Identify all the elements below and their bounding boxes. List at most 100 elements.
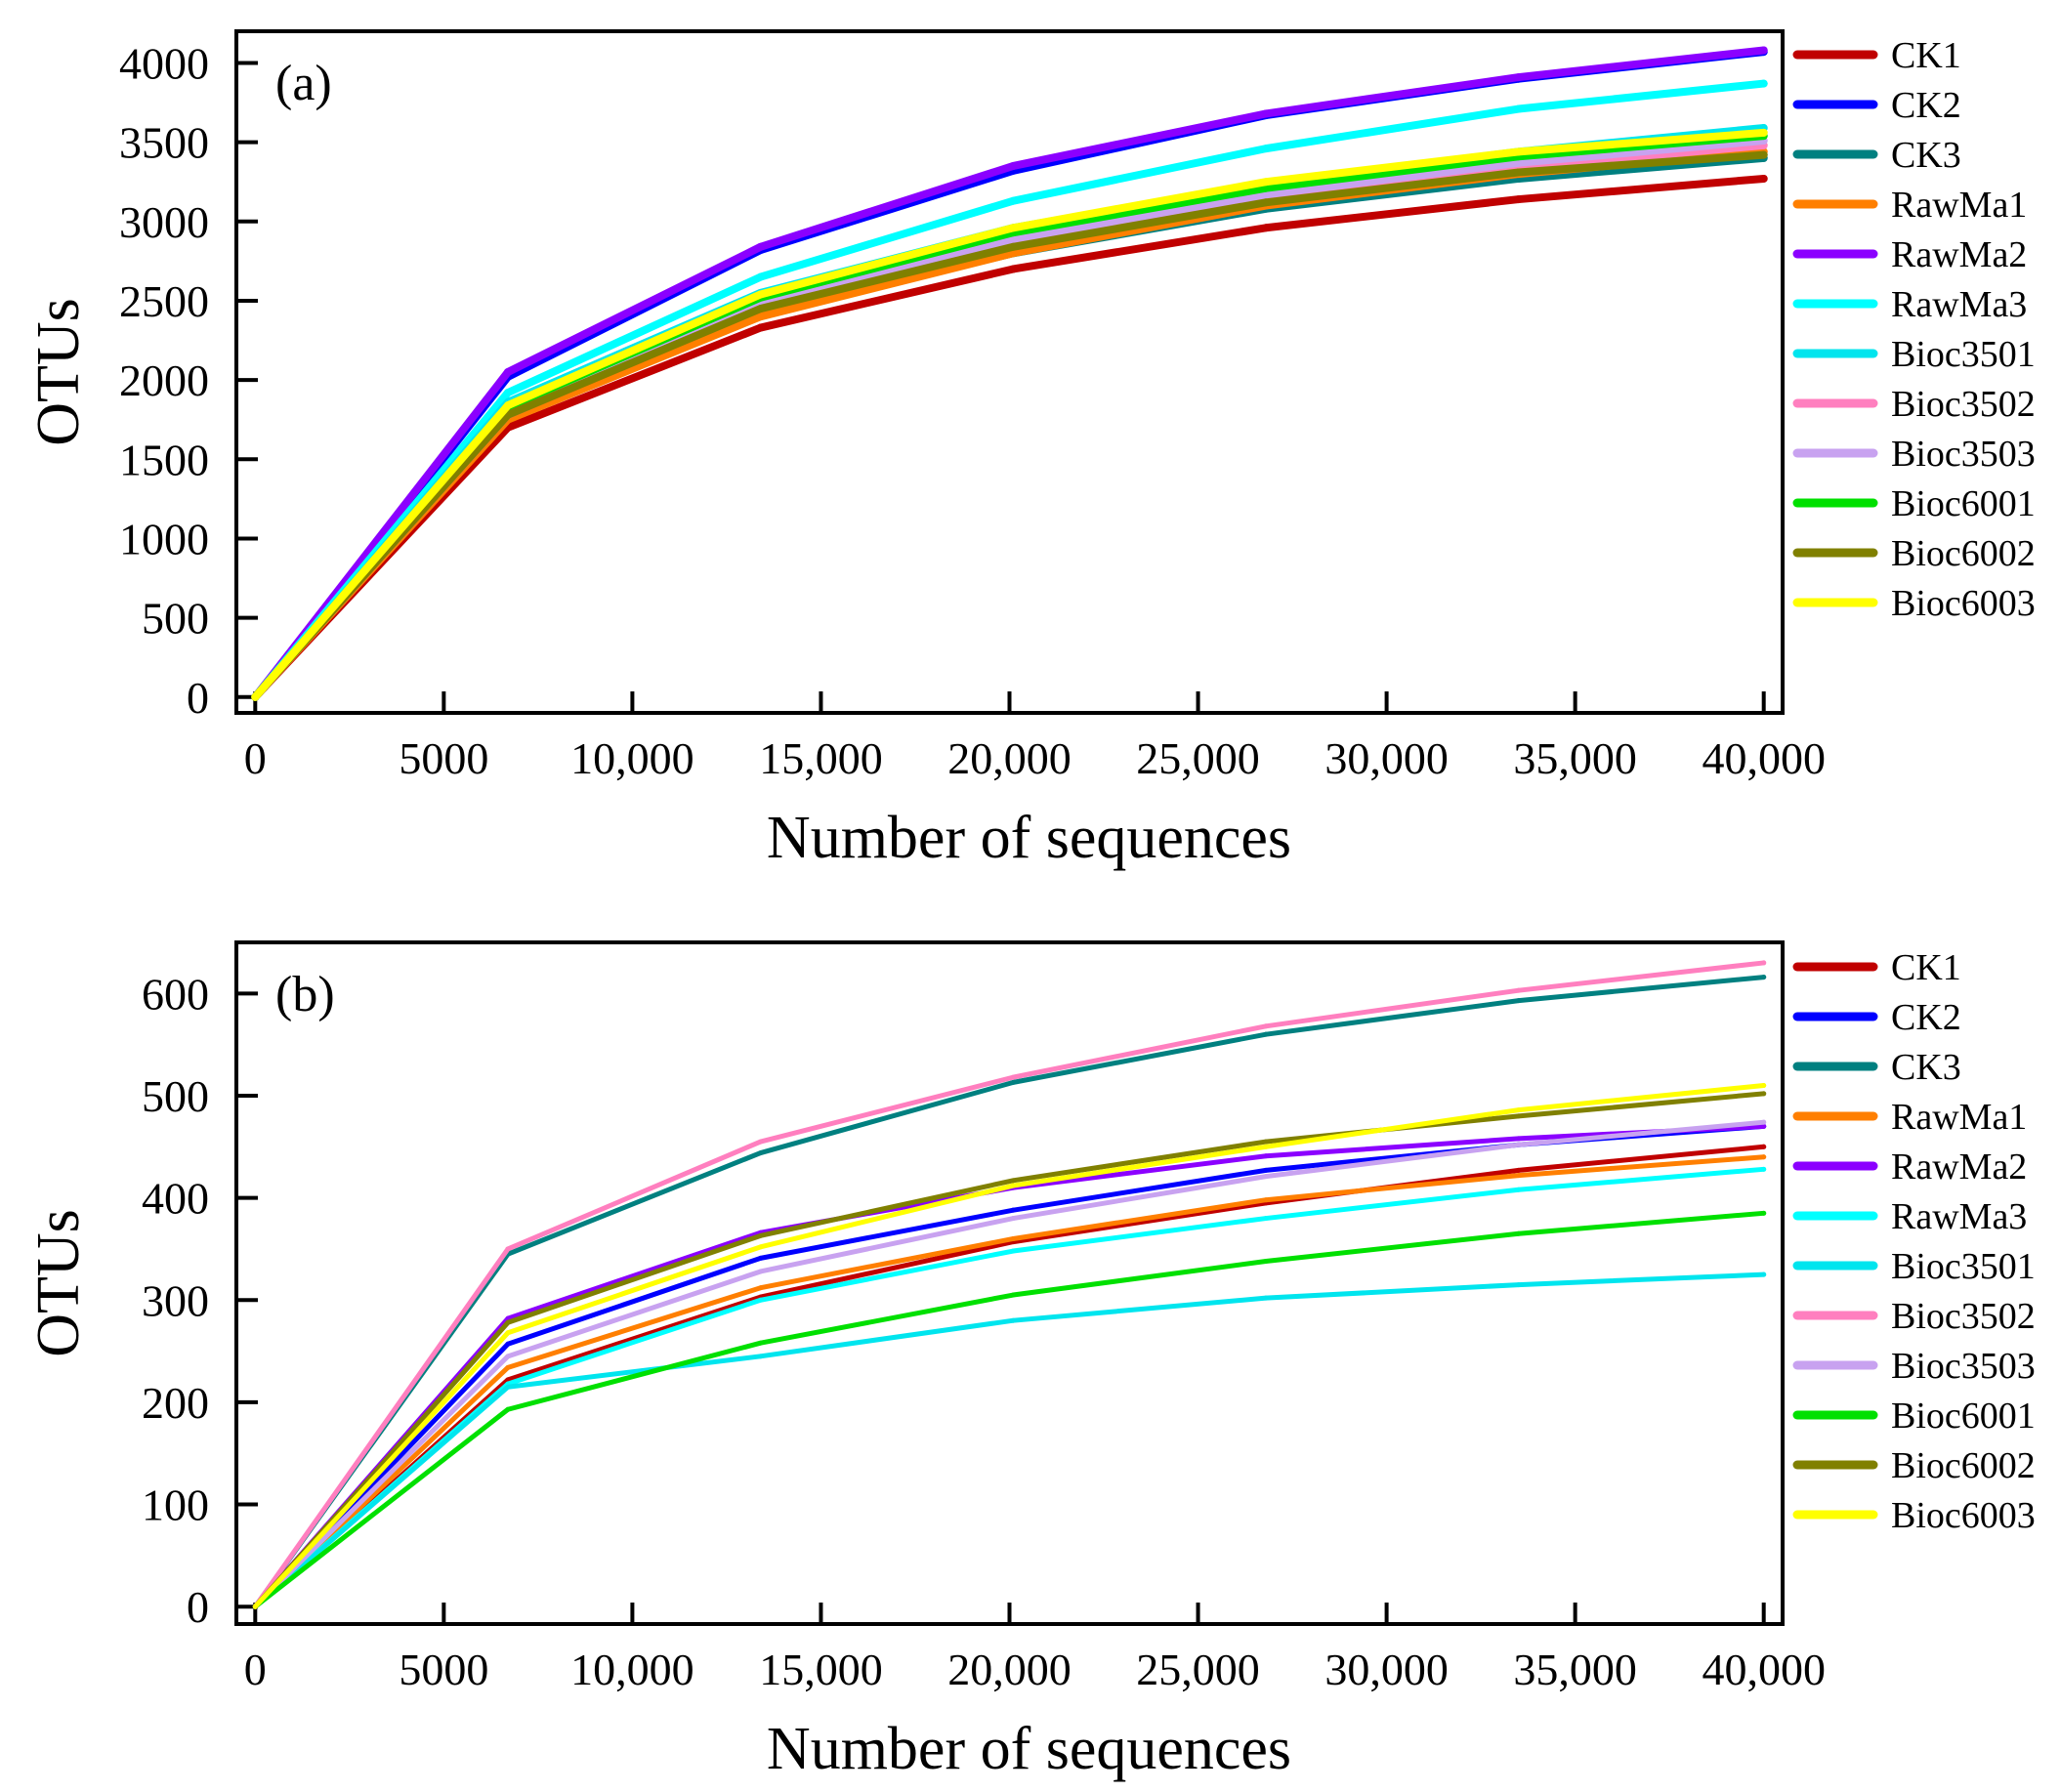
panel-a-series-rawma3-point xyxy=(1514,104,1523,113)
panel-b-legend-label-bioc3501: Bioc3501 xyxy=(1891,1246,2036,1287)
panel-b-x-tick-label: 30,000 xyxy=(1324,1645,1449,1694)
panel-b-y-tick-label: 600 xyxy=(142,969,209,1019)
panel-b-series-rawma3-point xyxy=(1010,1248,1016,1254)
panel-a-legend-label-bioc6002: Bioc6002 xyxy=(1891,533,2036,574)
panel-a-series-rawma3-point xyxy=(503,389,512,397)
panel-b-y-tick-label: 500 xyxy=(142,1071,209,1121)
panel-b-y-tick-label: 100 xyxy=(142,1480,209,1530)
panel-b-x-tick-label: 15,000 xyxy=(759,1645,883,1694)
panel-b-legend-label-bioc6001: Bioc6001 xyxy=(1891,1396,2036,1437)
panel-a-series-rawma3-point xyxy=(1262,145,1271,153)
panel-b-legend-label-bioc6002: Bioc6002 xyxy=(1891,1445,2036,1486)
panel-b-series-bioc3503-point xyxy=(758,1269,764,1274)
panel-a-y-tick-label: 4000 xyxy=(119,38,209,88)
panel-b-legend-label-ck1: CK1 xyxy=(1891,947,1961,988)
panel-b-series-rawma1-point xyxy=(1263,1197,1269,1203)
panel-b-series-rawma2-point xyxy=(1516,1136,1522,1142)
panel-a-series-rawma2-point xyxy=(756,242,765,251)
panel-b-series-ck1-line xyxy=(252,1144,1767,1609)
panel-b-legend-label-bioc3502: Bioc3502 xyxy=(1891,1296,2036,1337)
panel-b-x-tick-label: 0 xyxy=(244,1645,267,1694)
panel-a-legend-label-rawma1: RawMa1 xyxy=(1891,185,2027,226)
panel-a-series-bioc3503-point xyxy=(1514,158,1523,167)
panel-a-series-rawma3-point xyxy=(1759,79,1768,88)
panel-a-legend-label-ck3: CK3 xyxy=(1891,135,1961,176)
panel-a-series-bioc6002-point xyxy=(1514,168,1523,177)
panel-b-series-rawma3-point xyxy=(1516,1187,1522,1192)
panel-a-y-tick-label: 1500 xyxy=(119,435,209,484)
panel-b-legend-label-bioc3503: Bioc3503 xyxy=(1891,1346,2036,1387)
panel-a-x-tick-label: 15,000 xyxy=(759,733,883,783)
panel-a-panel-label: (a) xyxy=(275,56,332,111)
panel-b-legend: CK1 CK2 CK3 RawMa1 RawMa2 RawMa3 Bioc3501 Bioc3… xyxy=(1792,947,2036,1536)
panel-b-series-bioc3502-point xyxy=(505,1246,511,1252)
panel-a-series-rawma2-point xyxy=(1009,161,1018,170)
panel-b-series-bioc6003-point xyxy=(1010,1183,1016,1188)
panel-b-series-bioc3501-point xyxy=(505,1384,511,1390)
panel-b-x-tick-label: 25,000 xyxy=(1136,1645,1260,1694)
panel-b-series-bioc3501-point xyxy=(758,1354,764,1359)
panel-b-series-bioc6001-point xyxy=(1761,1210,1767,1216)
panel-b-series-ck3-point xyxy=(1263,1031,1269,1037)
panel-b-x-tick-label: 10,000 xyxy=(570,1645,694,1694)
panel-b-series-bioc6002-point xyxy=(1010,1178,1016,1184)
panel-b-series-rawma1-point xyxy=(758,1285,764,1291)
panel-a-series-rawma1-point xyxy=(756,313,765,321)
panel-b-series-rawma2-point xyxy=(1761,1123,1767,1129)
panel-a-legend-label-bioc3502: Bioc3502 xyxy=(1891,384,2036,425)
panel-a-plot-frame xyxy=(234,29,1785,715)
panel-a-y-tick-label: 500 xyxy=(142,594,209,644)
panel-b-series-bioc6003-point xyxy=(1516,1107,1522,1113)
panel-b-series-ck2-point xyxy=(505,1341,511,1347)
panel-a-y-tick-label: 2000 xyxy=(119,355,209,405)
panel-b-y-tick-label: 300 xyxy=(142,1275,209,1325)
panel-b-series-bioc3502-point xyxy=(1516,987,1522,993)
panel-b-series-bioc6002-point xyxy=(758,1232,764,1238)
panel-b-series-bioc3502-point xyxy=(758,1139,764,1145)
panel-a-series-ck1-point xyxy=(756,323,765,332)
panel-b-series-bioc3503-point xyxy=(1263,1174,1269,1180)
panel-b-series-bioc3503-point xyxy=(1516,1142,1522,1147)
panel-a-legend: CK1 CK2 CK3 RawMa1 RawMa2 RawMa3 Bioc3501 Bioc3… xyxy=(1792,35,2036,624)
panel-a-series-ck1-point xyxy=(1009,265,1018,273)
panel-b-series-bioc3501-point xyxy=(1516,1282,1522,1288)
panel-a-series-rawma2-point xyxy=(1262,109,1271,118)
panel-a-legend-label-bioc3503: Bioc3503 xyxy=(1891,434,2036,475)
panel-b-series-bioc6001-point xyxy=(1516,1230,1522,1236)
panel-a-legend-label-ck1: CK1 xyxy=(1891,35,1961,76)
panel-b-series-bioc6001-point xyxy=(1263,1259,1269,1265)
panel-a-legend-label-bioc6001: Bioc6001 xyxy=(1891,483,2036,524)
panel-a-series-bioc6003-point xyxy=(251,692,260,701)
panel-a-x-tick-label: 20,000 xyxy=(947,733,1072,783)
panel-b-panel-label: (b) xyxy=(275,967,335,1022)
panel-a-series-ck1-point xyxy=(1262,224,1271,232)
panel-a-series-bioc6003-point xyxy=(1009,224,1018,232)
panel-b-series-rawma2-point xyxy=(1263,1153,1269,1159)
panel-a-legend-label-ck2: CK2 xyxy=(1891,85,1961,126)
panel-b-series-rawma3-point xyxy=(1263,1216,1269,1222)
panel-b-series-bioc6001-point xyxy=(505,1406,511,1412)
panel-a-legend-label-bioc6003: Bioc6003 xyxy=(1891,583,2036,624)
panel-b-series-bioc3501-line xyxy=(252,1271,1767,1609)
panel-b-legend-label-rawma3: RawMa3 xyxy=(1891,1196,2027,1237)
panel-b-series-rawma1-point xyxy=(1010,1235,1016,1241)
panel-b-y-tick-label: 400 xyxy=(142,1174,209,1224)
panel-a-legend-label-rawma3: RawMa3 xyxy=(1891,284,2027,325)
panel-b-series-rawma1-point xyxy=(505,1364,511,1370)
panel-b-series-bioc6002-point xyxy=(1761,1091,1767,1097)
panel-a-series-rawma3-point xyxy=(756,272,765,281)
panel-b-series-bioc3503-point xyxy=(505,1354,511,1359)
panel-a-y-tick-label: 2500 xyxy=(119,276,209,326)
panel-a-x-tick-label: 5000 xyxy=(399,733,488,783)
panel-b-series-bioc3501-point xyxy=(1263,1295,1269,1301)
panel-a-series-rawma2-point xyxy=(1759,46,1768,55)
panel-a-series-bioc6002-point xyxy=(756,305,765,313)
panel-b-y-tick-label: 200 xyxy=(142,1378,209,1428)
panel-a-series-ck1-point xyxy=(1759,174,1768,183)
panel-b-series-ck3-point xyxy=(1516,998,1522,1004)
panel-b-series-ck1-point xyxy=(1761,1144,1767,1149)
panel-a-y-tick-label: 3500 xyxy=(119,118,209,168)
panel-b-series-bioc6002-point xyxy=(1516,1113,1522,1119)
